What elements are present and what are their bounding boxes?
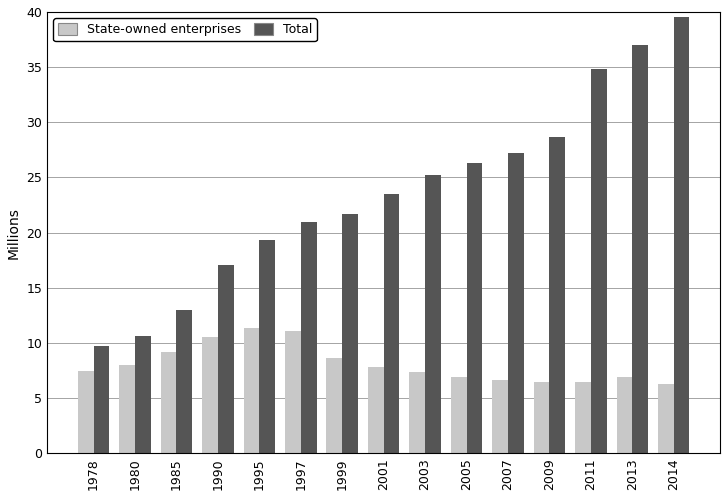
Bar: [94, 346, 109, 453]
Bar: [616, 377, 632, 453]
Bar: [451, 377, 467, 453]
Bar: [119, 365, 135, 453]
Bar: [161, 352, 177, 453]
Bar: [368, 367, 384, 453]
Y-axis label: Millions: Millions: [7, 207, 21, 258]
Bar: [534, 382, 550, 453]
Bar: [285, 331, 301, 453]
Bar: [550, 137, 565, 453]
Legend: State-owned enterprises, Total: State-owned enterprises, Total: [54, 18, 317, 41]
Bar: [492, 381, 508, 453]
Bar: [301, 222, 316, 453]
Bar: [135, 336, 150, 453]
Bar: [425, 175, 441, 453]
Bar: [78, 371, 94, 453]
Bar: [632, 45, 648, 453]
Bar: [591, 69, 606, 453]
Bar: [260, 241, 275, 453]
Bar: [244, 328, 260, 453]
Bar: [658, 384, 674, 453]
Bar: [508, 153, 523, 453]
Bar: [384, 194, 399, 453]
Bar: [218, 264, 233, 453]
Bar: [575, 382, 591, 453]
Bar: [409, 372, 425, 453]
Bar: [177, 310, 192, 453]
Bar: [674, 17, 689, 453]
Bar: [202, 337, 218, 453]
Bar: [467, 163, 482, 453]
Bar: [342, 214, 358, 453]
Bar: [326, 358, 342, 453]
